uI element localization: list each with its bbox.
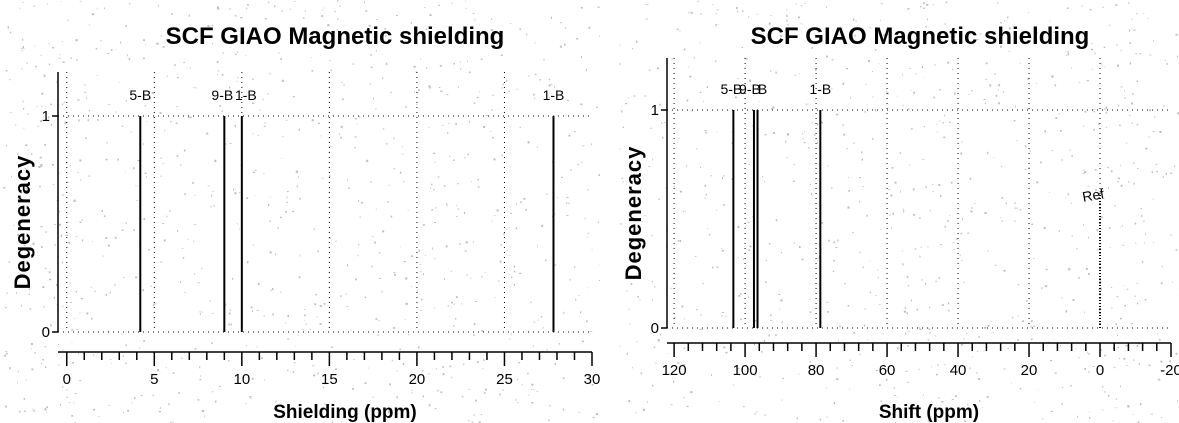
peak-label: 9-B bbox=[739, 81, 761, 97]
peak-label: 1-B bbox=[809, 81, 831, 97]
x-tick-label: 5 bbox=[150, 371, 158, 388]
x-tick-label: 15 bbox=[321, 371, 338, 388]
shift-chart: SCF GIAO Magnetic shielding 0 1 120 100 80 60 4… bbox=[619, 0, 1179, 423]
x-tick-label: 0 bbox=[63, 371, 71, 388]
y-axis-title: Degeneracy bbox=[10, 155, 35, 290]
x-tick-label: 20 bbox=[409, 371, 426, 388]
chart-panel-left: SCF GIAO Magnetic shielding 0 1 0 5 10 15 20 25 3… bbox=[3, 0, 600, 423]
x-tick-label: -20 bbox=[1160, 362, 1179, 379]
x-tick-label: 20 bbox=[1021, 362, 1038, 379]
peak-label: 1-B bbox=[235, 87, 257, 103]
peak-label: 5-B bbox=[720, 81, 742, 97]
x-tick-label: 40 bbox=[950, 362, 967, 379]
x-tick-label: 100 bbox=[733, 362, 758, 379]
chart-title: SCF GIAO Magnetic shielding bbox=[751, 23, 1090, 50]
y-tick-label: 0 bbox=[651, 320, 659, 337]
x-tick-label: 0 bbox=[1096, 362, 1104, 379]
y-axis-title: Degeneracy bbox=[621, 146, 646, 281]
x-tick-label: 60 bbox=[879, 362, 896, 379]
panel-divider bbox=[603, 0, 615, 423]
x-axis-title: Shift (ppm) bbox=[879, 402, 979, 423]
peak-label: 9-B bbox=[211, 87, 233, 103]
peak-label: 5-B bbox=[129, 87, 151, 103]
reference-label: Ref bbox=[1081, 185, 1105, 205]
scan-noise bbox=[619, 0, 1179, 423]
y-tick-label: 1 bbox=[651, 102, 659, 119]
y-tick-label: 1 bbox=[42, 108, 50, 125]
x-tick-label: 120 bbox=[662, 362, 687, 379]
y-tick-label: 0 bbox=[42, 324, 50, 341]
peak-label: 1-B bbox=[543, 87, 565, 103]
peak-label: B bbox=[758, 81, 767, 97]
chart-panel-right: SCF GIAO Magnetic shielding 0 1 120 100 80 60 4… bbox=[619, 0, 1179, 423]
x-axis-title: Shielding (ppm) bbox=[273, 402, 417, 423]
x-tick-label: 25 bbox=[496, 371, 513, 388]
x-tick-label: 80 bbox=[808, 362, 825, 379]
x-tick-label: 10 bbox=[233, 371, 250, 388]
x-tick-label: 30 bbox=[584, 371, 600, 388]
chart-title: SCF GIAO Magnetic shielding bbox=[166, 23, 505, 50]
scan-noise bbox=[3, 0, 600, 423]
